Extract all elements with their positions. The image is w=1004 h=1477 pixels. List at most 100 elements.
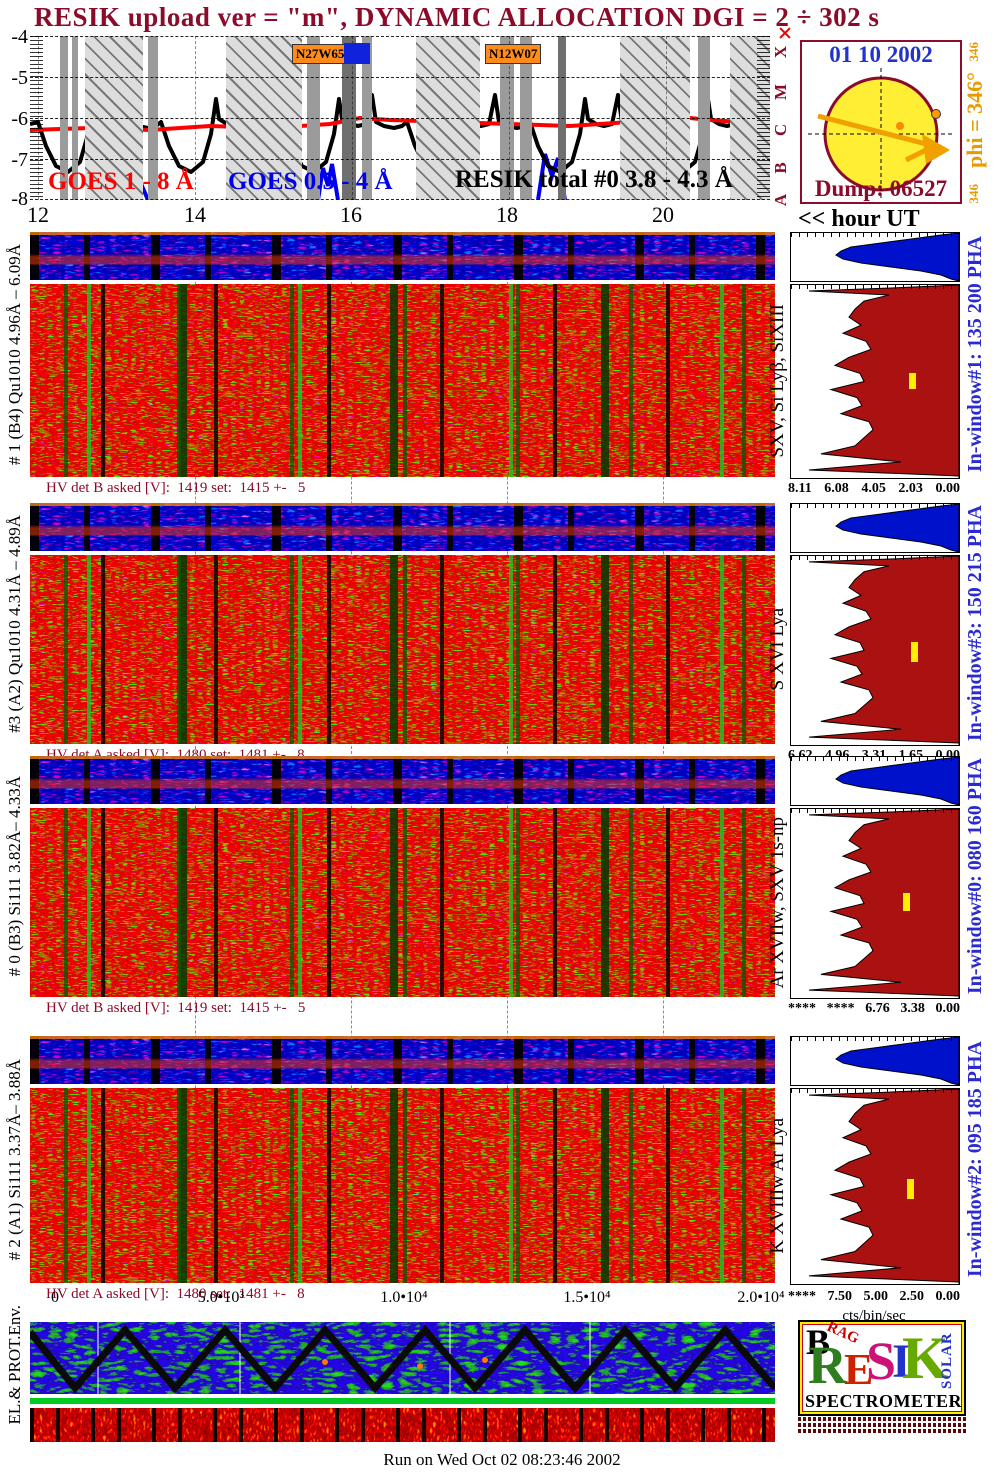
legend-goes-05-4: GOES 0.5 - 4 Å — [228, 168, 393, 195]
panel3-line-ids-text: Ar XVIIw, SXV 1s-np — [767, 816, 788, 989]
panel1-hv-status: HV det B asked [V]: 1419 set: 1415 +- 5 — [46, 480, 306, 496]
env-plot — [30, 1322, 775, 1394]
phi-small-bottom: 346 — [966, 184, 981, 204]
observation-date: 01 10 2002 — [829, 42, 933, 67]
panel2-window-label: In-window#3: 150 215 PHA — [960, 503, 990, 744]
panel4-channel-label: # 2 (A1) Si111 3.37Å– 3.88Å — [2, 1036, 28, 1283]
panel1-window-label: In-window#1: 135 200 PHA — [960, 232, 990, 477]
logo-letter-e: E — [844, 1345, 874, 1394]
dump-number: Dump: 06527 — [814, 176, 948, 201]
panel2-line-ids: S XVI Lya — [767, 555, 788, 744]
sun-diagram — [808, 68, 954, 200]
target-dot-ne — [931, 109, 941, 119]
panel1-line-ids: SXV, Si Lyβ, SiXIII — [767, 284, 788, 477]
panel3-window-label: In-window#0: 080 160 PHA — [960, 756, 990, 997]
pointing-arrow-line — [817, 113, 935, 149]
window-marker — [903, 893, 910, 911]
tick: 6.76 — [865, 1001, 890, 1016]
logo-spectrometer: SPECTROMETER — [805, 1391, 963, 1411]
status-line-green — [30, 1398, 775, 1404]
logo-letter-i: I — [892, 1335, 911, 1388]
panel3-line-ids: Ar XVIIw, SXV 1s-np — [767, 808, 788, 997]
tick: **** — [826, 1001, 855, 1016]
region-label-n27w65: N27W65 — [292, 44, 349, 64]
tick: 8.11 — [788, 481, 812, 496]
goes-ytick: -5 — [11, 67, 28, 89]
bin-tick-15e4: 1.5•10⁴ — [563, 1289, 611, 1306]
panel3-pha-strip — [30, 756, 775, 804]
hour-tick-14: 14 — [184, 202, 206, 227]
tick: 2.03 — [898, 481, 923, 496]
panel2-spectrum-histogram — [790, 555, 960, 746]
panel4-hv-status: HV det A asked [V]: 1480 set: 1481 +- 8 — [46, 1286, 305, 1302]
logo-letter-r: R — [808, 1335, 847, 1395]
bin-tick-5e3: 5.0•10³ — [197, 1289, 245, 1306]
goes-ytick: -8 — [11, 188, 28, 210]
tick: 4.05 — [861, 481, 886, 496]
goes-class-c: C — [771, 123, 790, 137]
panel1-hist-axis: 8.11 6.08 4.05 2.03 0.00 — [788, 481, 960, 497]
panel4-hist-axis: **** 7.50 5.00 2.50 0.00 — [788, 1289, 960, 1305]
panel1-window-label-text: In-window#1: 135 200 PHA — [963, 236, 986, 473]
axis-ticks-left — [30, 36, 43, 200]
panel3-channel-label-text: # 0 (B3) Si111 3.82Å– 4.33Å — [5, 776, 24, 977]
bin-tick-1e4: 1.0•10⁴ — [380, 1289, 428, 1306]
panel1-pha-histogram — [790, 232, 960, 282]
panel2-spectrogram — [30, 555, 775, 744]
pointing-arrow-head — [922, 134, 950, 164]
panel1-channel-label: # 1 (B4) Qu1010 4.96Å – 6.09Å — [2, 232, 28, 477]
panel2-channel-label-text: #3 (A2) Qu1010 4.31Å – 4.89Å — [5, 514, 24, 733]
panel1-line-ids-text: SXV, Si Lyβ, SiXIII — [767, 303, 788, 458]
window-marker — [911, 642, 918, 662]
panel4-spectrogram — [30, 1088, 775, 1283]
axis-ticks-right — [757, 36, 770, 200]
sun-pointing-box: 01 10 2002 Dump: 06527 — [800, 40, 962, 204]
panel4-line-ids-text: K XVIIIw Ar Lya — [767, 1117, 788, 1254]
panel1-pha-strip — [30, 232, 775, 280]
panel2-channel-label: #3 (A2) Qu1010 4.31Å – 4.89Å — [2, 503, 28, 744]
legend-resik-total: RESIK total #0 3.8 - 4.3 Å — [455, 166, 733, 193]
goes-class-x: X — [771, 45, 790, 59]
hour-ut-axis-label: << hour UT — [798, 206, 920, 232]
panel3-hv-status: HV det B asked [V]: 1419 set: 1415 +- 5 — [46, 1000, 306, 1016]
logo-credits-line — [798, 1423, 966, 1427]
goes-ytick: -7 — [11, 149, 28, 171]
tick: **** — [788, 1001, 816, 1016]
gridline-hour — [509, 36, 510, 200]
run-timestamp: Run on Wed Oct 02 08:23:46 2002 — [383, 1450, 621, 1469]
tick: 3.38 — [900, 1001, 925, 1016]
panel4-line-ids: K XVIIIw Ar Lya — [767, 1088, 788, 1283]
gridline-hour — [352, 36, 353, 200]
tick: 6.08 — [824, 481, 849, 496]
panel3-channel-label: # 0 (B3) Si111 3.82Å– 4.33Å — [2, 756, 28, 997]
gridline — [30, 36, 770, 37]
hour-tick-18: 18 — [496, 202, 518, 227]
env-panel-label: EL.& PROT.Env. — [2, 1305, 28, 1424]
panel3-spectrogram — [30, 808, 775, 997]
window-marker — [909, 373, 916, 389]
logo-letter-b: B — [806, 1322, 831, 1362]
panel3-hist-axis: **** **** 6.76 3.38 0.00 — [788, 1001, 960, 1017]
page-title: RESIK upload ver = "m", DYNAMIC ALLOCATI… — [34, 2, 880, 32]
panel3-window-label-text: In-window#0: 080 160 PHA — [963, 758, 986, 995]
target-dot-center — [896, 122, 904, 130]
logo-letter-s: S — [866, 1331, 897, 1391]
red-x-mark — [778, 26, 792, 40]
altitude-zigzag — [30, 1324, 775, 1394]
tick: **** — [788, 1289, 816, 1304]
bin-tick-0: 0 — [51, 1289, 59, 1306]
logo-credits-line — [798, 1417, 966, 1421]
panel3-pha-histogram — [790, 756, 960, 806]
logo-letter-k: K — [902, 1325, 949, 1391]
logo-solar: SOLAR — [939, 1332, 955, 1390]
panel4-window-label: In-window#2: 095 185 PHA — [960, 1036, 990, 1283]
panel4-pha-histogram — [790, 1036, 960, 1086]
goes-class-m: M — [771, 83, 790, 101]
hour-tick-12: 12 — [27, 202, 49, 227]
goes-class-a: A — [771, 193, 790, 207]
region-marker-blue — [344, 43, 370, 64]
tick: 5.00 — [863, 1289, 889, 1304]
gridline — [30, 118, 770, 119]
phi-angle-label: phi = 346° — [962, 72, 987, 168]
tick: 2.50 — [899, 1289, 925, 1304]
